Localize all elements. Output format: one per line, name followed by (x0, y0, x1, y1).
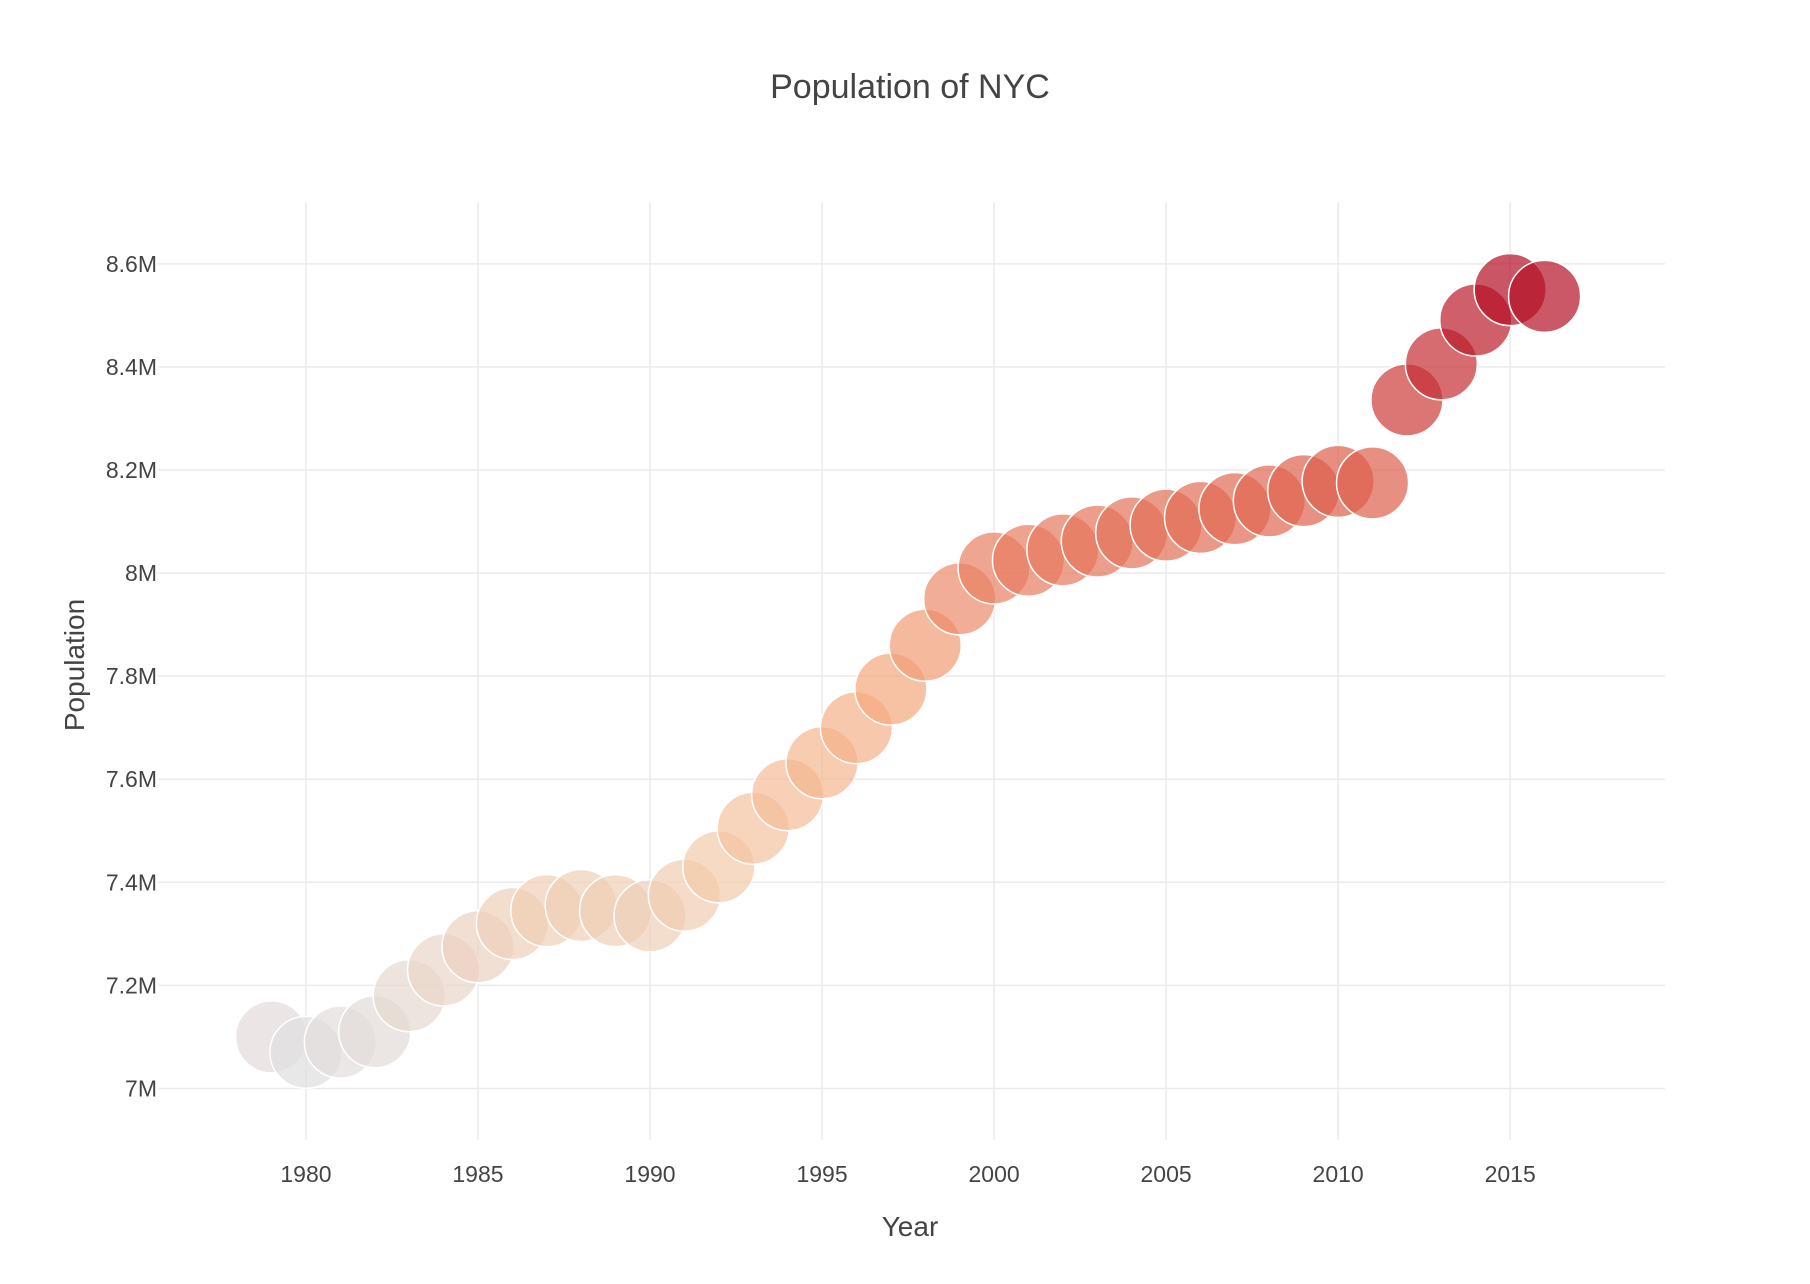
data-point[interactable] (1335, 446, 1410, 520)
x-tick-label: 2010 (1313, 1161, 1364, 1187)
y-tick-label: 7.8M (106, 663, 157, 689)
x-tick-label: 1980 (280, 1161, 331, 1187)
x-tick-labels: 1980 1985 1990 1995 2000 2005 2010 2015 (280, 1161, 1535, 1187)
x-tick-label: 2015 (1485, 1161, 1536, 1187)
y-tick-label: 7.4M (106, 869, 157, 895)
y-tick-label: 8.6M (106, 251, 157, 277)
chart-title: Population of NYC (770, 68, 1050, 106)
y-axis-title: Population (59, 599, 90, 731)
x-axis-title: Year (882, 1211, 939, 1242)
y-tick-label: 8.2M (106, 457, 157, 483)
y-tick-labels: 7M 7.2M 7.4M 7.6M 7.8M 8M 8.2M 8.4M 8.6M (106, 251, 157, 1102)
x-tick-label: 1985 (452, 1161, 503, 1187)
y-tick-label: 8.4M (106, 354, 157, 380)
bubble-series (234, 252, 1582, 1090)
data-point[interactable] (1507, 259, 1582, 334)
x-tick-label: 1990 (624, 1161, 675, 1187)
y-tick-label: 7.2M (106, 972, 157, 998)
x-gridlines (305, 202, 1511, 1140)
y-tick-label: 8M (125, 560, 157, 586)
x-tick-label: 2000 (968, 1161, 1019, 1187)
x-tick-label: 2005 (1141, 1161, 1192, 1187)
x-tick-label: 1995 (796, 1161, 847, 1187)
y-tick-label: 7M (125, 1075, 157, 1101)
y-tick-label: 7.6M (106, 766, 157, 792)
